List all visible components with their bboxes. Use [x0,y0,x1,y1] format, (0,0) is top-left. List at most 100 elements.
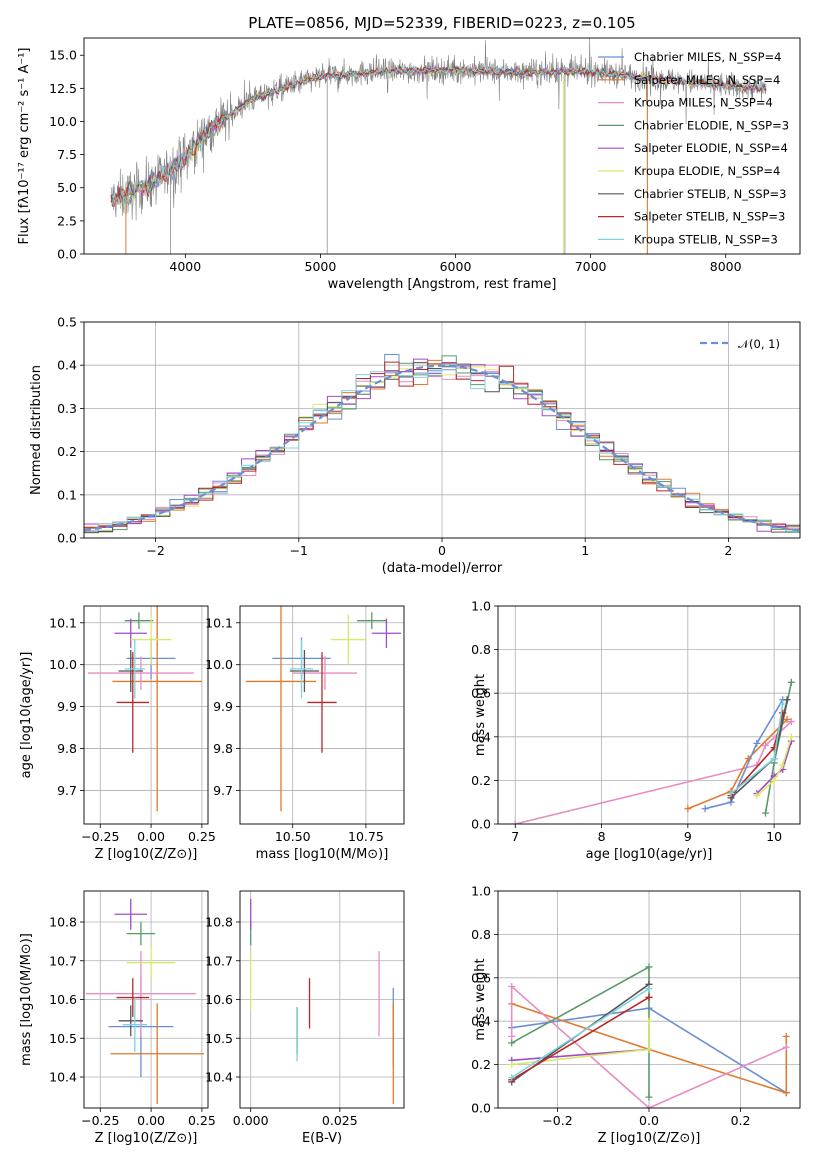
y-tick-label: 10.6 [49,992,77,1007]
x-tick-label: 8 [598,829,606,844]
y-tick-label: 10.0 [205,657,233,672]
y-tick-label: 0.4 [471,1014,491,1029]
panel-mass_vs_Z: −0.25 0.00 0.25 10.4 10.5 10.6 10.7 10.8 Z [log1… [19,890,216,1146]
x-tick-label: 0.000 [233,1113,269,1128]
panel-age_vs_mass: 10.50 10.75 9.7 9.8 9.9 10.0 10.1 mass [log10(M… [205,605,405,862]
y-tick-label: 10.0 [49,114,77,129]
weight-lines [511,678,795,824]
x-tick-label: −0.25 [81,1113,119,1128]
plot-frame [83,890,209,1109]
x-axis-label: (data-model)/error [382,561,503,576]
weight-line-kroupa_miles [510,984,787,1108]
panel-mass_vs_ebv: 0.000 0.025 10.4 10.5 10.6 10.7 10.8 E(B-V) [205,890,405,1146]
legend-label: Chabrier STELIB, N_SSP=3 [634,187,786,201]
weight-marker-kroupa_miles [782,1043,790,1051]
panel-weight_vs_age: 7 8 9 10 0.0 0.2 0.4 0.6 0.8 1.0 age [log10(age/yr… [471,599,801,862]
weight-line-kroupa_elodie [756,736,793,797]
x-tick-label: 6000 [440,259,472,274]
weight-marker-kroupa_miles [787,718,795,726]
weight-marker-chabrier_elodie [645,1093,653,1101]
y-tick-label: 10.8 [49,915,77,930]
y-tick-label: 10.8 [205,915,233,930]
plot-frame [497,890,801,1109]
x-tick-label: 10 [766,829,782,844]
y-tick-label: 10.4 [205,1070,233,1085]
y-axis-label: mass [log10(M/M⊙)] [19,933,34,1066]
y-tick-label: 9.9 [213,699,233,714]
x-tick-label: 1 [581,543,589,558]
legend: Chabrier MILES, N_SSP=4 Salpeter MILES, N… [598,50,789,246]
x-tick-label: 10.75 [348,829,384,844]
y-tick-label: 0.6 [471,970,491,985]
x-tick-label: 10.50 [275,829,311,844]
weight-marker-kroupa_miles [645,1104,653,1108]
legend-label: Kroupa ELODIE, N_SSP=4 [634,164,780,178]
y-tick-label: 10.1 [49,615,77,630]
y-tick-label: 9.8 [213,741,233,756]
y-axis-label: age [log10(age/yr)] [19,652,34,779]
y-tick-label: 0.4 [471,729,491,744]
y-tick-label: 9.8 [57,741,77,756]
legend-label: Salpeter STELIB, N_SSP=3 [634,210,785,224]
y-tick-label: 9.9 [57,699,77,714]
weight-marker-kroupa_miles [511,820,519,824]
y-tick-label: 10.7 [49,953,77,968]
y-tick-label: 10.7 [205,953,233,968]
y-tick-label: 0.0 [471,1101,491,1116]
panel-weight_vs_Z: −0.2 0.0 0.2 0.0 0.2 0.4 0.6 0.8 1.0 Z [log10(Z/Z… [471,884,801,1146]
weight-marker-salpeter_miles [782,1089,790,1097]
x-axis-label: age [log10(age/yr)] [586,847,713,862]
legend-label: Kroupa STELIB, N_SSP=3 [634,232,778,246]
x-tick-label: 2 [724,543,732,558]
x-tick-label: 0 [438,543,446,558]
weight-marker-kroupa_miles [508,1032,516,1040]
x-tick-label: −0.25 [81,829,119,844]
weight-line-kroupa_stelib [511,987,650,1079]
x-tick-label: 0.25 [188,829,216,844]
model-line-kroupa_stelib [110,66,767,207]
x-tick-label: 0.00 [137,829,165,844]
y-tick-label: 0.2 [57,444,77,459]
legend-label: Kroupa MILES, N_SSP=4 [634,96,773,110]
y-tick-label: 0.1 [57,487,77,502]
y-tick-label: 10.1 [205,615,233,630]
plot-frame [497,605,801,825]
y-tick-label: 0.0 [57,247,77,262]
weight-marker-chabrier_stelib [783,696,791,704]
y-axis-label: mass weight [473,958,488,1040]
weight-marker-salpeter_stelib [779,709,787,717]
y-tick-label: 0.2 [471,773,491,788]
y-tick-label: 10.6 [205,992,233,1007]
errorbars [250,898,394,1105]
x-tick-label: 8000 [710,259,742,274]
weight-line-chabrier_miles [704,699,784,810]
x-tick-label: 9 [684,829,692,844]
x-tick-label: 7000 [575,259,607,274]
weight-marker-kroupa_elodie [645,1017,653,1025]
plot-frame [239,890,405,1109]
normal-curve [84,364,800,532]
errorbars [86,898,204,1105]
y-tick-label: 0.2 [471,1057,491,1072]
y-tick-label: 10.5 [49,1031,77,1046]
x-tick-label: 0.0 [639,1113,659,1128]
y-tick-label: 1.0 [471,884,491,899]
weight-marker-salpeter_miles [783,715,791,723]
spectrum-lines [110,38,767,254]
weight-marker-salpeter_miles [684,805,692,813]
weight-marker-chabrier_elodie [508,1039,516,1047]
x-tick-label: −1 [290,543,308,558]
y-tick-label: 5.0 [57,180,77,195]
weight-line-salpeter_stelib [511,996,650,1081]
plot-frame [83,321,801,539]
weight-marker-kroupa_elodie [508,1061,516,1069]
weight-marker-kroupa_stelib [779,700,787,708]
x-tick-label: 0.025 [322,1113,358,1128]
x-tick-label: −2 [146,543,164,558]
weight-marker-kroupa_elodie [753,792,761,800]
y-tick-label: 10.4 [49,1070,77,1085]
x-tick-label: −0.2 [542,1113,572,1128]
plot-frame [83,605,209,825]
weight-line-salpeter_miles [687,718,788,810]
y-tick-label: 0.8 [471,927,491,942]
